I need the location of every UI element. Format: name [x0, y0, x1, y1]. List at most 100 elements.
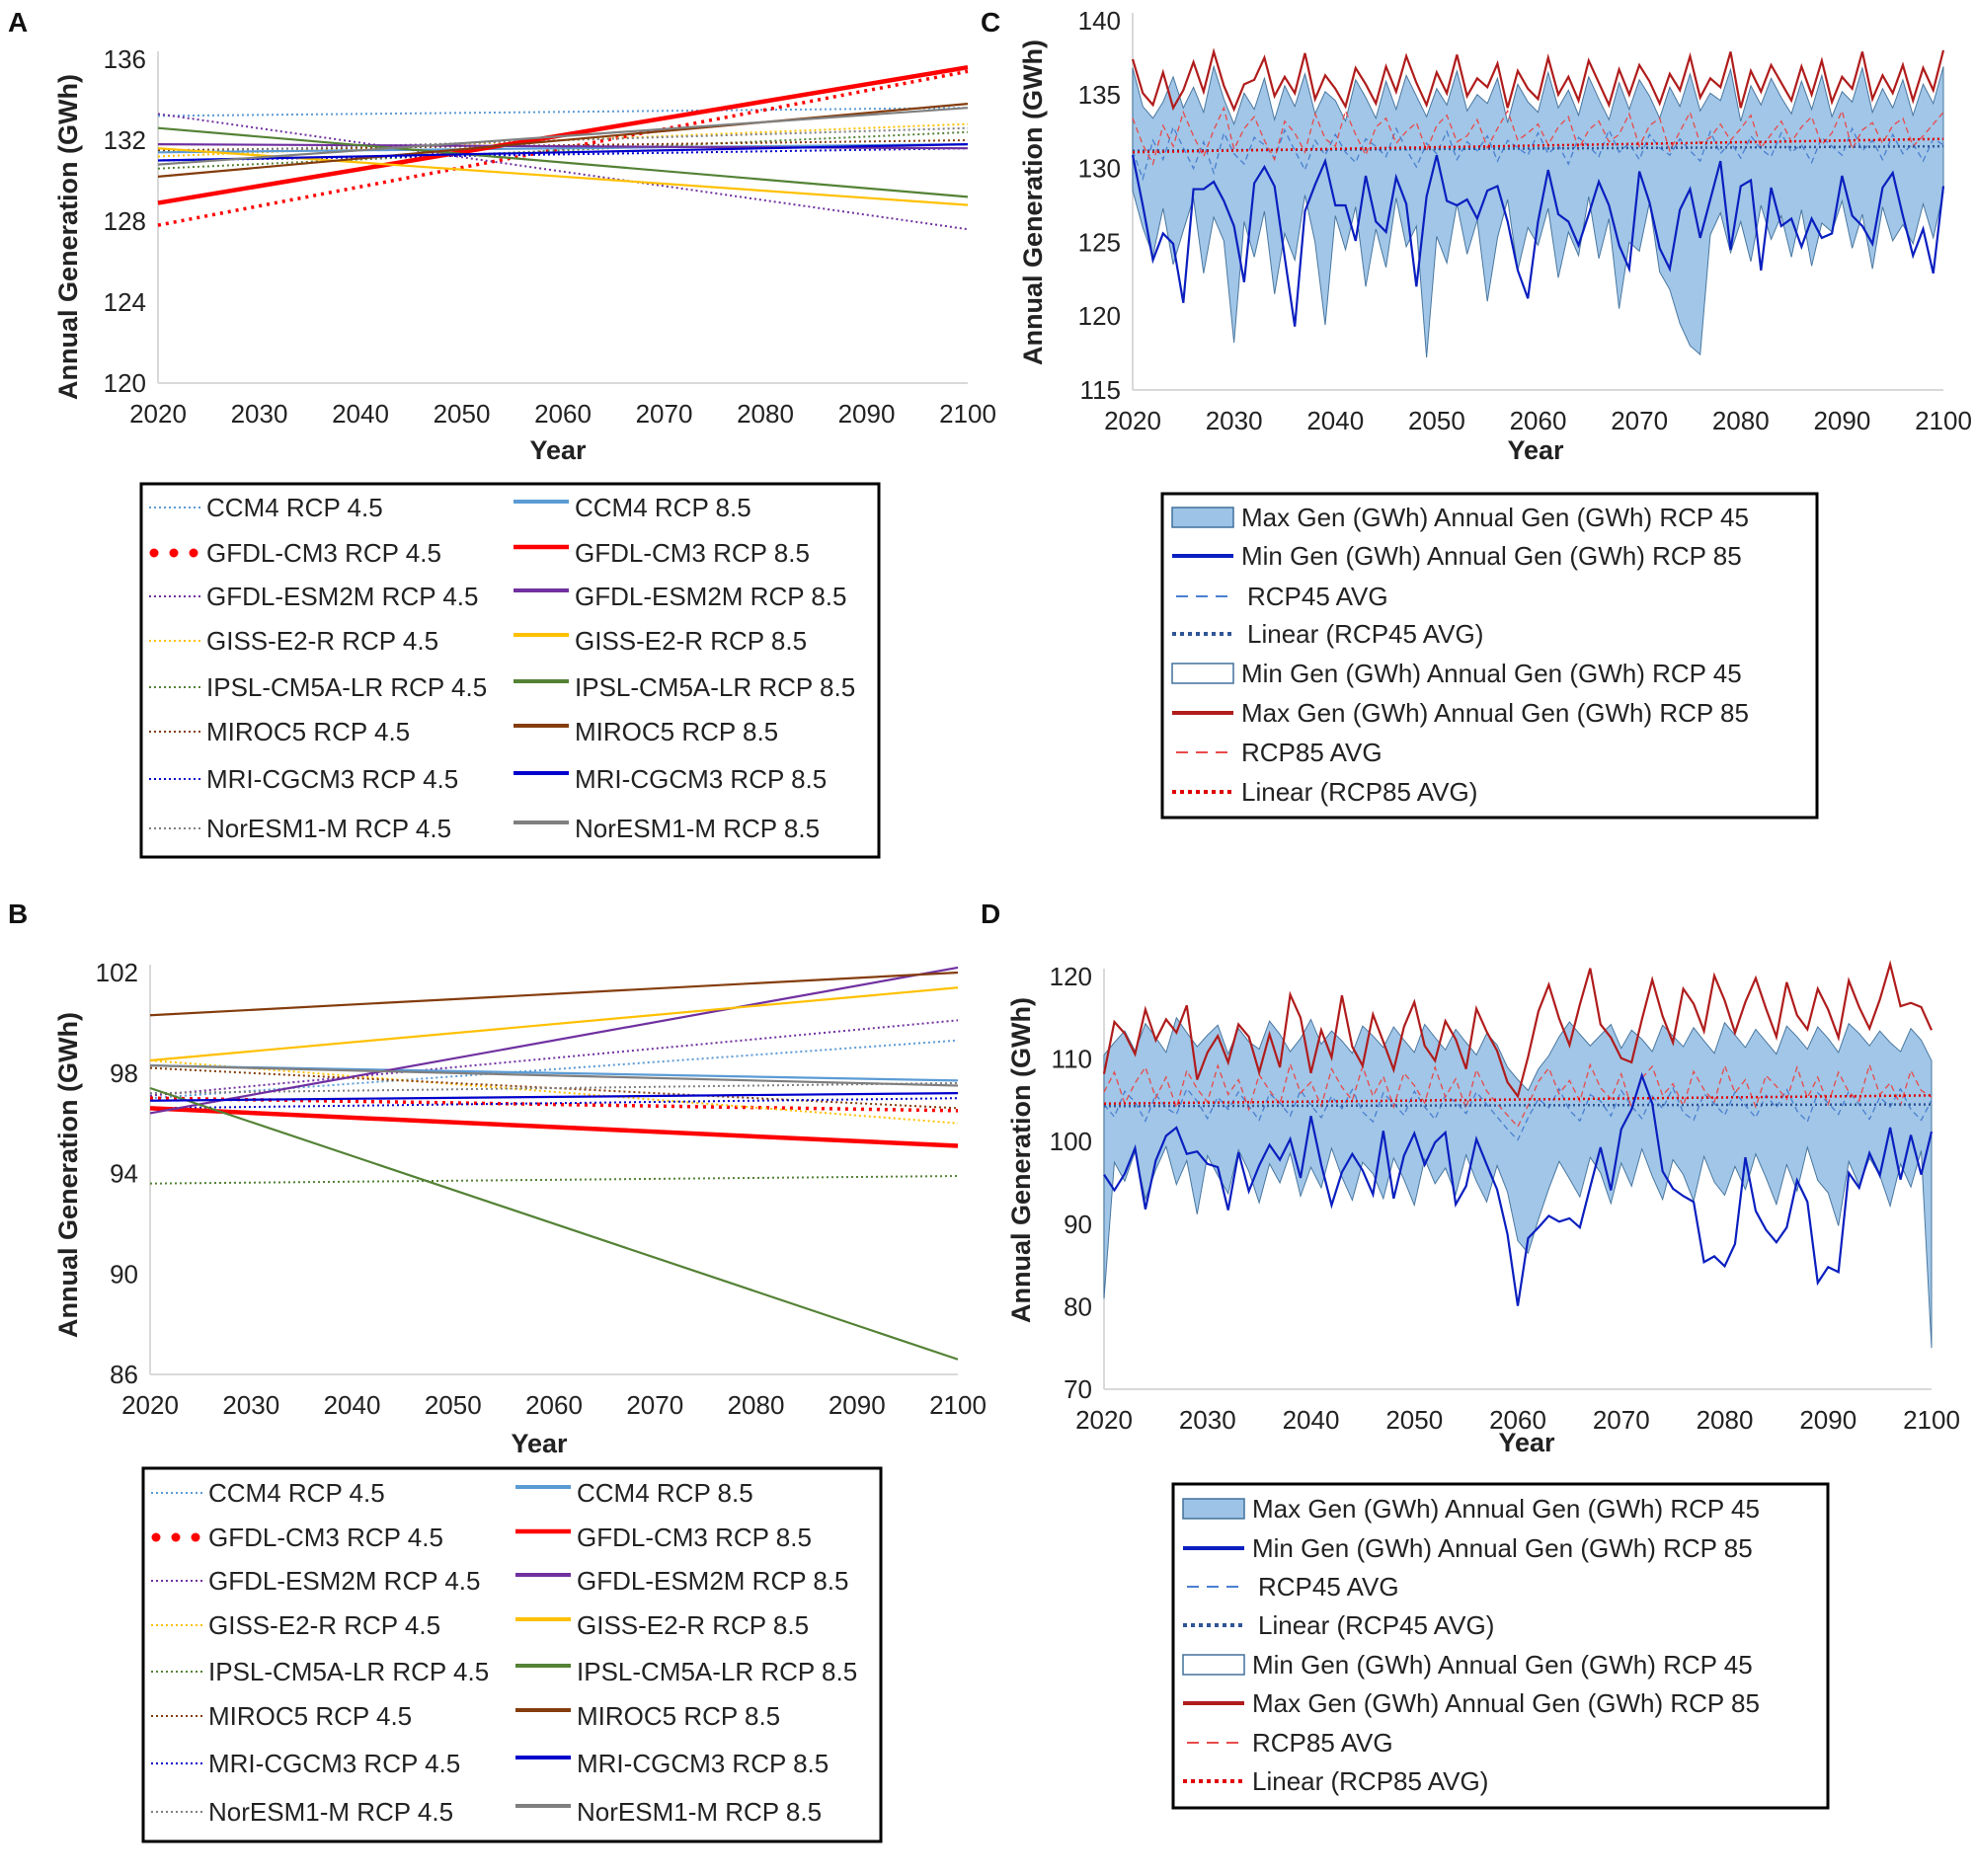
legend-label: GFDL-ESM2M RCP 8.5 — [575, 582, 846, 611]
y-tick-label: 120 — [1078, 301, 1121, 331]
series-line-noresm1-m-rcp-4-5 — [149, 1081, 959, 1095]
legend-label: MRI-CGCM3 RCP 8.5 — [575, 764, 827, 794]
legend-box — [1171, 1482, 1830, 1810]
legend-label: MRI-CGCM3 RCP 4.5 — [208, 1749, 460, 1778]
legend-label: Linear (RCP45 AVG) — [1247, 619, 1483, 649]
x-tick-label: 2090 — [829, 1390, 886, 1420]
x-tick-label: 2090 — [838, 399, 896, 429]
x-tick-label: 2060 — [1510, 406, 1567, 435]
legend-marker — [149, 548, 159, 558]
legend-label: GISS-E2-R RCP 8.5 — [577, 1610, 809, 1640]
legend-label: GFDL-ESM2M RCP 8.5 — [577, 1566, 848, 1596]
legend-box — [1160, 492, 1819, 820]
x-tick-label: 2040 — [1283, 1405, 1340, 1435]
y-tick-label: 115 — [1080, 375, 1121, 405]
legend-marker — [169, 548, 179, 558]
x-tick-label: 2040 — [1306, 406, 1364, 435]
x-tick-label: 2080 — [1712, 406, 1770, 435]
legend: CCM4 RCP 4.5 GFDL-CM3 RCP 4.5 GFDL-ESM2M R… — [139, 482, 881, 859]
x-tick-label: 2070 — [626, 1390, 683, 1420]
legend-label: Min Gen (GWh) Annual Gen (GWh) RCP 85 — [1252, 1533, 1753, 1563]
x-tick-label: 2020 — [129, 399, 187, 429]
series-line-gfdl-esm2m-rcp-8-5 — [149, 966, 959, 1115]
x-tick-label: 2080 — [737, 399, 794, 429]
series-line-gfdl-esm2m-rcp-4-5 — [157, 113, 969, 231]
legend-marker — [171, 1532, 181, 1542]
legend-label: Min Gen (GWh) Annual Gen (GWh) RCP 45 — [1241, 659, 1742, 688]
legend-label: Max Gen (GWh) Annual Gen (GWh) RCP 85 — [1252, 1688, 1760, 1718]
x-tick-label: 2050 — [434, 399, 491, 429]
x-tick-label: 2050 — [425, 1390, 482, 1420]
x-tick-label: 2040 — [324, 1390, 381, 1420]
series-line-mri-cgcm3-rcp-8-5 — [149, 1092, 959, 1102]
rcp85-max-line — [1102, 960, 1934, 1099]
rcp85-min-line — [1103, 1071, 1934, 1306]
legend-label: MIROC5 RCP 8.5 — [575, 717, 778, 746]
series-line-ccm4-rcp-8-5 — [157, 143, 969, 154]
legend-marker — [191, 1532, 200, 1542]
legend-marker — [1171, 507, 1234, 528]
x-tick-label: 2060 — [525, 1390, 583, 1420]
legend-label: CCM4 RCP 4.5 — [208, 1478, 385, 1508]
y-tick-label: 94 — [110, 1159, 138, 1189]
x-tick-label: 2030 — [1206, 406, 1263, 435]
legend-label: MIROC5 RCP 4.5 — [208, 1701, 412, 1731]
x-tick-label: 2020 — [121, 1390, 179, 1420]
x-tick-label: 2030 — [222, 1390, 279, 1420]
legend-label: MIROC5 RCP 4.5 — [206, 717, 410, 746]
x-tick-label: 2070 — [1611, 406, 1668, 435]
panel-letter: D — [981, 899, 1000, 929]
series-line-ccm4-rcp-4-5 — [157, 107, 969, 117]
rcp85-linear-trend — [1132, 137, 1944, 154]
y-axis-title: Annual Generation (GWh) — [53, 74, 83, 400]
legend: Max Gen (GWh) Annual Gen (GWh) RCP 45 Min… — [1171, 1482, 1830, 1810]
rcp85-min-line — [1131, 154, 1945, 327]
y-tick-label: 80 — [1064, 1291, 1092, 1321]
y-tick-label: 125 — [1078, 227, 1121, 257]
y-tick-label: 98 — [110, 1058, 138, 1088]
legend-label: NorESM1-M RCP 8.5 — [577, 1797, 822, 1827]
series-line-noresm1-m-rcp-8-5 — [157, 107, 969, 166]
series-line-mri-cgcm3-rcp-8-5 — [157, 143, 969, 162]
legend-label: Linear (RCP85 AVG) — [1252, 1766, 1488, 1796]
x-tick-label: 2060 — [534, 399, 592, 429]
legend: CCM4 RCP 4.5 GFDL-CM3 RCP 4.5 GFDL-ESM2M R… — [141, 1466, 883, 1843]
y-tick-label: 120 — [104, 368, 146, 398]
legend-label: Max Gen (GWh) Annual Gen (GWh) RCP 45 — [1252, 1494, 1760, 1524]
panel-letter: C — [981, 7, 1000, 38]
rcp45-range-band — [1103, 1016, 1933, 1349]
series-line-ipsl-cm5a-lr-rcp-8-5 — [149, 1086, 959, 1361]
legend-label: Min Gen (GWh) Annual Gen (GWh) RCP 45 — [1252, 1650, 1753, 1680]
y-tick-label: 132 — [104, 125, 146, 155]
legend-label: Max Gen (GWh) Annual Gen (GWh) RCP 85 — [1241, 698, 1749, 728]
x-tick-label: 2030 — [1179, 1405, 1236, 1435]
y-tick-label: 130 — [1078, 154, 1121, 184]
legend-label: GFDL-CM3 RCP 4.5 — [206, 538, 441, 568]
legend-label: IPSL-CM5A-LR RCP 4.5 — [206, 672, 487, 702]
y-tick-label: 102 — [96, 958, 138, 987]
series-line-gfdl-esm2m-rcp-4-5 — [149, 1019, 959, 1097]
x-tick-label: 2080 — [1697, 1405, 1754, 1435]
legend-marker — [189, 548, 198, 558]
legend-marker — [1182, 1498, 1245, 1520]
legend-label: GISS-E2-R RCP 8.5 — [575, 626, 807, 656]
legend-label: MRI-CGCM3 RCP 8.5 — [577, 1749, 829, 1778]
legend-label: RCP85 AVG — [1241, 738, 1382, 767]
y-tick-label: 110 — [1052, 1045, 1092, 1074]
y-tick-label: 124 — [104, 287, 146, 317]
y-tick-label: 90 — [1064, 1210, 1092, 1239]
y-tick-label: 128 — [104, 206, 146, 236]
legend: Max Gen (GWh) Annual Gen (GWh) RCP 45 Min… — [1160, 492, 1819, 820]
series-line-giss-e2-r-rcp-4-5 — [149, 1059, 959, 1125]
legend-label: GFDL-CM3 RCP 8.5 — [575, 538, 810, 568]
series-line-noresm1-m-rcp-8-5 — [149, 1064, 959, 1087]
legend-label: CCM4 RCP 8.5 — [577, 1478, 753, 1508]
series-line-gfdl-cm3-rcp-8-5 — [149, 1106, 959, 1148]
legend-label: GISS-E2-R RCP 4.5 — [208, 1610, 440, 1640]
x-tick-label: 2020 — [1104, 406, 1161, 435]
legend-label: IPSL-CM5A-LR RCP 8.5 — [577, 1657, 857, 1686]
legend-label: MRI-CGCM3 RCP 4.5 — [206, 764, 458, 794]
